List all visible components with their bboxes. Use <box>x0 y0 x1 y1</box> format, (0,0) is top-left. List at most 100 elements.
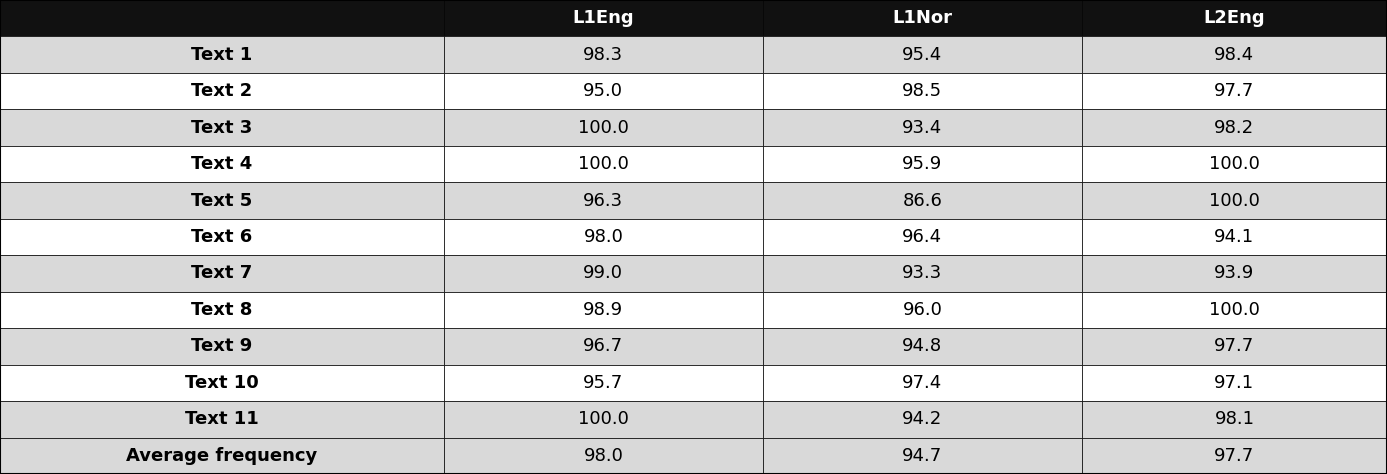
FancyBboxPatch shape <box>444 328 763 365</box>
FancyBboxPatch shape <box>1082 401 1387 438</box>
FancyBboxPatch shape <box>763 0 1082 36</box>
FancyBboxPatch shape <box>444 36 763 73</box>
FancyBboxPatch shape <box>1082 0 1387 36</box>
Text: Text 6: Text 6 <box>191 228 252 246</box>
Text: 100.0: 100.0 <box>578 155 628 173</box>
FancyBboxPatch shape <box>0 109 444 146</box>
FancyBboxPatch shape <box>444 73 763 109</box>
Text: 99.0: 99.0 <box>584 264 623 283</box>
Text: 98.4: 98.4 <box>1215 46 1254 64</box>
Text: 94.8: 94.8 <box>903 337 942 356</box>
FancyBboxPatch shape <box>0 365 444 401</box>
Text: 96.4: 96.4 <box>903 228 942 246</box>
FancyBboxPatch shape <box>763 36 1082 73</box>
Text: 95.9: 95.9 <box>902 155 943 173</box>
Text: 97.4: 97.4 <box>902 374 943 392</box>
FancyBboxPatch shape <box>0 73 444 109</box>
FancyBboxPatch shape <box>0 146 444 182</box>
FancyBboxPatch shape <box>763 401 1082 438</box>
Text: 96.7: 96.7 <box>584 337 623 356</box>
FancyBboxPatch shape <box>0 438 444 474</box>
Text: 98.3: 98.3 <box>584 46 623 64</box>
FancyBboxPatch shape <box>444 255 763 292</box>
FancyBboxPatch shape <box>444 438 763 474</box>
FancyBboxPatch shape <box>1082 146 1387 182</box>
FancyBboxPatch shape <box>0 255 444 292</box>
FancyBboxPatch shape <box>763 438 1082 474</box>
FancyBboxPatch shape <box>1082 328 1387 365</box>
FancyBboxPatch shape <box>1082 438 1387 474</box>
Text: L1Nor: L1Nor <box>892 9 953 27</box>
FancyBboxPatch shape <box>1082 182 1387 219</box>
FancyBboxPatch shape <box>444 219 763 255</box>
Text: 98.9: 98.9 <box>584 301 623 319</box>
Text: 96.0: 96.0 <box>903 301 942 319</box>
FancyBboxPatch shape <box>763 292 1082 328</box>
Text: Text 10: Text 10 <box>184 374 259 392</box>
FancyBboxPatch shape <box>0 219 444 255</box>
Text: Text 3: Text 3 <box>191 118 252 137</box>
FancyBboxPatch shape <box>1082 255 1387 292</box>
Text: 97.7: 97.7 <box>1214 337 1255 356</box>
FancyBboxPatch shape <box>0 0 444 36</box>
FancyBboxPatch shape <box>763 73 1082 109</box>
Text: Average frequency: Average frequency <box>126 447 318 465</box>
FancyBboxPatch shape <box>1082 36 1387 73</box>
FancyBboxPatch shape <box>1082 365 1387 401</box>
Text: Text 4: Text 4 <box>191 155 252 173</box>
FancyBboxPatch shape <box>0 292 444 328</box>
FancyBboxPatch shape <box>763 255 1082 292</box>
Text: 94.1: 94.1 <box>1215 228 1254 246</box>
Text: 94.7: 94.7 <box>902 447 943 465</box>
FancyBboxPatch shape <box>0 182 444 219</box>
FancyBboxPatch shape <box>0 401 444 438</box>
Text: Text 7: Text 7 <box>191 264 252 283</box>
Text: 97.1: 97.1 <box>1215 374 1254 392</box>
Text: 98.0: 98.0 <box>584 228 623 246</box>
Text: 100.0: 100.0 <box>578 118 628 137</box>
Text: Text 11: Text 11 <box>184 410 259 428</box>
Text: 100.0: 100.0 <box>1209 191 1259 210</box>
FancyBboxPatch shape <box>444 365 763 401</box>
Text: L1Eng: L1Eng <box>573 9 634 27</box>
Text: L2Eng: L2Eng <box>1204 9 1265 27</box>
Text: 93.3: 93.3 <box>902 264 943 283</box>
Text: 96.3: 96.3 <box>584 191 623 210</box>
FancyBboxPatch shape <box>0 328 444 365</box>
FancyBboxPatch shape <box>763 365 1082 401</box>
FancyBboxPatch shape <box>444 146 763 182</box>
Text: 93.9: 93.9 <box>1214 264 1255 283</box>
FancyBboxPatch shape <box>763 219 1082 255</box>
FancyBboxPatch shape <box>444 182 763 219</box>
Text: 94.2: 94.2 <box>902 410 943 428</box>
Text: 98.2: 98.2 <box>1215 118 1254 137</box>
FancyBboxPatch shape <box>0 36 444 73</box>
FancyBboxPatch shape <box>1082 219 1387 255</box>
FancyBboxPatch shape <box>1082 109 1387 146</box>
Text: 98.1: 98.1 <box>1215 410 1254 428</box>
Text: 95.7: 95.7 <box>583 374 624 392</box>
Text: 95.0: 95.0 <box>584 82 623 100</box>
FancyBboxPatch shape <box>444 292 763 328</box>
FancyBboxPatch shape <box>763 328 1082 365</box>
Text: Text 2: Text 2 <box>191 82 252 100</box>
Text: 93.4: 93.4 <box>902 118 943 137</box>
Text: Text 1: Text 1 <box>191 46 252 64</box>
Text: 98.5: 98.5 <box>903 82 942 100</box>
FancyBboxPatch shape <box>444 401 763 438</box>
Text: 97.7: 97.7 <box>1214 82 1255 100</box>
Text: Text 5: Text 5 <box>191 191 252 210</box>
Text: 97.7: 97.7 <box>1214 447 1255 465</box>
FancyBboxPatch shape <box>763 109 1082 146</box>
FancyBboxPatch shape <box>1082 292 1387 328</box>
Text: 86.6: 86.6 <box>903 191 942 210</box>
Text: 95.4: 95.4 <box>902 46 943 64</box>
Text: 98.0: 98.0 <box>584 447 623 465</box>
FancyBboxPatch shape <box>763 182 1082 219</box>
FancyBboxPatch shape <box>444 0 763 36</box>
Text: Text 9: Text 9 <box>191 337 252 356</box>
Text: Text 8: Text 8 <box>191 301 252 319</box>
Text: 100.0: 100.0 <box>1209 155 1259 173</box>
Text: 100.0: 100.0 <box>578 410 628 428</box>
Text: 100.0: 100.0 <box>1209 301 1259 319</box>
